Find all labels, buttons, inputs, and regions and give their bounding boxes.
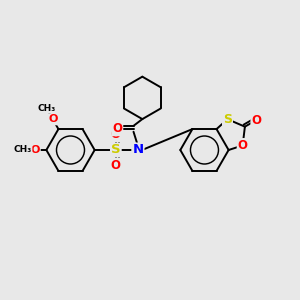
Text: CH₃: CH₃ — [14, 146, 32, 154]
Text: N: N — [132, 143, 143, 157]
Text: CH₃: CH₃ — [38, 104, 56, 113]
Text: O: O — [31, 145, 40, 155]
Text: O: O — [48, 114, 58, 124]
Text: S: S — [223, 113, 232, 126]
Text: O: O — [238, 139, 248, 152]
Text: O: O — [111, 159, 121, 172]
Text: O: O — [111, 128, 121, 141]
Text: O: O — [251, 113, 261, 127]
Text: O: O — [112, 122, 122, 135]
Text: S: S — [111, 143, 121, 157]
